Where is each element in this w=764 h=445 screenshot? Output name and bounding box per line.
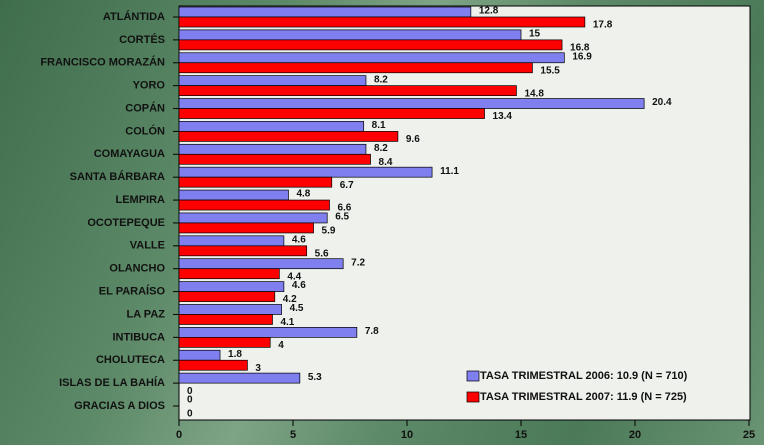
bar (178, 349, 221, 361)
bar (178, 176, 333, 188)
y-tick-label: OLANCHO (109, 263, 165, 275)
y-tick-label: COLÓN (125, 124, 165, 137)
value-label: 4.6 (292, 234, 306, 245)
bar (178, 235, 285, 247)
value-label: 16.9 (572, 51, 592, 62)
y-tick-label: OCOTEPEQUE (87, 217, 165, 229)
x-tick-label: 25 (743, 429, 755, 441)
bar (178, 131, 399, 142)
y-tick-label: EL PARAÍSO (99, 284, 166, 297)
value-label: 13.4 (493, 111, 513, 122)
value-label: 4.4 (287, 271, 301, 282)
value-label: 8.2 (374, 143, 388, 154)
value-label: 3 (255, 363, 261, 374)
bar (178, 258, 344, 270)
value-label: 5.3 (308, 372, 322, 383)
bar (178, 98, 645, 109)
legend-label: TASA TRIMESTRAL 2006: 10.9 (N = 710) (480, 370, 688, 382)
bar (178, 189, 289, 201)
bar (178, 166, 433, 178)
value-label: 9.6 (406, 134, 420, 145)
value-label: 0 (187, 386, 193, 397)
y-tick-label: INTIBUCA (112, 331, 165, 343)
value-label: 15.5 (540, 65, 560, 76)
bar (178, 6, 472, 18)
y-tick-label: ISLAS DE LA BAHÍA (59, 376, 165, 389)
bar (178, 372, 301, 384)
value-label: 8.1 (372, 120, 386, 131)
x-tick-label: 0 (176, 429, 182, 441)
bar (178, 304, 282, 315)
y-tick-label: GRACIAS A DIOS (74, 400, 165, 412)
value-label: 20.4 (652, 97, 672, 108)
bar (178, 314, 273, 325)
value-label: 5.9 (322, 226, 336, 237)
bar (178, 85, 517, 96)
bar (178, 359, 248, 371)
bar (178, 291, 276, 302)
value-label: 4.5 (290, 303, 304, 314)
y-tick-label: CHOLUTECA (96, 354, 165, 366)
y-tick-label: LA PAZ (127, 308, 166, 320)
bar (178, 212, 328, 224)
value-label: 8.2 (374, 74, 388, 85)
value-label: 6.7 (340, 180, 354, 191)
value-label: 0 (187, 395, 193, 406)
bar (178, 199, 330, 211)
value-label: 16.8 (570, 43, 590, 54)
bar (178, 281, 285, 292)
legend-label: TASA TRIMESTRAL 2007: 11.9 (N = 725) (480, 391, 687, 403)
y-tick-label: YORO (133, 80, 166, 92)
value-label: 0 (187, 409, 193, 420)
value-label: 5.6 (315, 248, 329, 259)
value-label: 12.8 (479, 6, 499, 17)
y-tick-label: COMAYAGUA (94, 148, 165, 160)
y-tick-label: ATLÁNTIDA (103, 10, 165, 23)
bar (178, 327, 358, 338)
bar (178, 52, 565, 64)
bar (178, 39, 563, 51)
bar (178, 62, 533, 74)
bar (178, 143, 367, 155)
value-label: 15 (529, 29, 541, 40)
value-label: 17.8 (593, 20, 613, 31)
value-label: 8.4 (379, 157, 393, 168)
value-label: 11.1 (440, 166, 459, 177)
x-tick-label: 20 (629, 429, 641, 441)
bar (178, 108, 485, 119)
y-tick-label: COPÁN (125, 101, 165, 114)
y-tick-label: LEMPIRA (116, 194, 166, 206)
y-tick-label: VALLE (130, 240, 165, 252)
bar (178, 268, 280, 280)
value-label: 4 (278, 340, 284, 351)
value-label: 14.8 (524, 88, 544, 99)
x-tick-label: 15 (515, 429, 527, 441)
value-label: 4.8 (296, 189, 310, 200)
bar (178, 29, 522, 41)
bar (178, 222, 314, 234)
y-tick-label: FRANCISCO MORAZÁN (40, 56, 165, 69)
bar (178, 153, 371, 165)
bar (178, 75, 367, 86)
value-label: 7.8 (365, 326, 379, 337)
legend-swatch (466, 370, 480, 382)
legend-swatch (466, 391, 480, 403)
bar (178, 121, 365, 132)
bar (178, 16, 586, 28)
y-tick-label: CORTÉS (119, 33, 165, 46)
value-label: 1.8 (228, 349, 242, 360)
bar (178, 337, 271, 348)
value-label: 6.6 (337, 203, 351, 214)
value-label: 4.2 (283, 294, 297, 305)
bar (178, 245, 308, 257)
x-tick-label: 10 (401, 429, 413, 441)
x-tick-label: 5 (290, 429, 296, 441)
value-label: 6.5 (335, 212, 349, 223)
value-label: 7.2 (351, 257, 365, 268)
value-label: 4.1 (280, 317, 294, 328)
value-label: 4.6 (292, 280, 306, 291)
y-tick-label: SANTA BÁRBARA (70, 170, 165, 183)
